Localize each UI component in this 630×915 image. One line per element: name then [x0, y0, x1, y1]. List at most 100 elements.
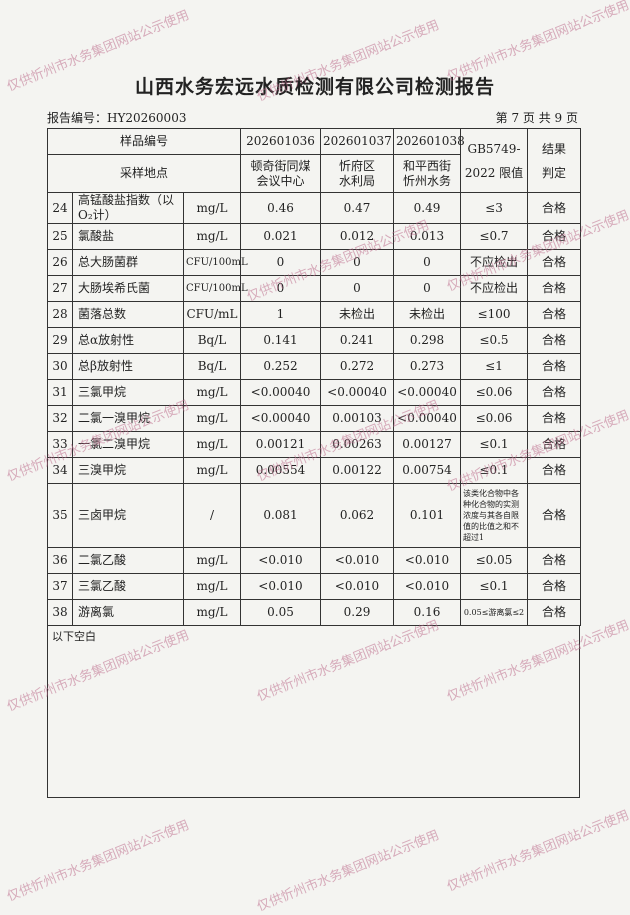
table-cell: <0.010 — [240, 573, 321, 600]
footer-box: 以下空白 — [47, 626, 580, 798]
header-cell: 结果判定 — [527, 128, 581, 193]
table-cell: 0.021 — [240, 223, 321, 250]
table-cell: 0.00754 — [393, 457, 461, 484]
table-cell: 25 — [47, 223, 73, 250]
table-cell: 0.013 — [393, 223, 461, 250]
table-cell: 二氯一溴甲烷 — [72, 405, 184, 432]
table-cell: 0.101 — [393, 483, 461, 548]
table-cell: <0.010 — [393, 547, 461, 574]
data-row: 27 大肠埃希氏菌 CFU/100mL 0 0 0 不应检出 合格 — [47, 275, 581, 302]
table-cell: 0 — [320, 275, 394, 302]
table-cell: Bq/L — [183, 327, 241, 354]
table-cell: Bq/L — [183, 353, 241, 380]
table-cell: 0 — [393, 275, 461, 302]
header-cell: 202601036 — [240, 128, 321, 155]
table-cell: 合格 — [527, 327, 581, 354]
watermark: 仅供忻州市水务集团网站公示使用 — [445, 807, 630, 895]
table-cell: 一氯二溴甲烷 — [72, 431, 184, 458]
table-cell: 合格 — [527, 457, 581, 484]
table-cell: 28 — [47, 301, 73, 328]
table-cell: 三氯甲烷 — [72, 379, 184, 406]
table-cell: ≤100 — [460, 301, 528, 328]
table-cell: 0.081 — [240, 483, 321, 548]
table-cell: 29 — [47, 327, 73, 354]
header-cell: 顿奇街同煤会议中心 — [240, 154, 321, 193]
header-cell: 样品编号 — [47, 128, 241, 155]
table-cell: ≤0.06 — [460, 405, 528, 432]
table-cell: ≤1 — [460, 353, 528, 380]
table-cell: 氯酸盐 — [72, 223, 184, 250]
table-cell: 0.49 — [393, 192, 461, 224]
table-cell: 0.05≤游离氯≤2 — [460, 599, 528, 626]
table-cell: mg/L — [183, 192, 241, 224]
table-cell: 24 — [47, 192, 73, 224]
table-cell: 0.00127 — [393, 431, 461, 458]
header-cell: 和平西街忻州水务 — [393, 154, 461, 193]
table-cell: 0.241 — [320, 327, 394, 354]
report-title: 山西水务宏远水质检测有限公司检测报告 — [134, 76, 495, 98]
data-row: 26 总大肠菌群 CFU/100mL 0 0 0 不应检出 合格 — [47, 249, 581, 276]
table-cell: 合格 — [527, 275, 581, 302]
table-cell: 合格 — [527, 353, 581, 380]
table-cell: 0.00121 — [240, 431, 321, 458]
table-cell: 菌落总数 — [72, 301, 184, 328]
table-cell: ≤0.7 — [460, 223, 528, 250]
page: {"header":{"title":"山西水务宏远水质检测有限公司检测报告",… — [5, 0, 630, 915]
table-cell: ≤0.06 — [460, 379, 528, 406]
table-cell: 合格 — [527, 599, 581, 626]
data-row: 38 游离氯 mg/L 0.05 0.29 0.16 0.05≤游离氯≤2 合格 — [47, 599, 581, 626]
table-cell: mg/L — [183, 379, 241, 406]
table-cell: 合格 — [527, 379, 581, 406]
footer-note: 以下空白 — [52, 630, 96, 643]
table-cell: CFU/100mL — [183, 275, 248, 302]
table-cell: 0.16 — [393, 599, 461, 626]
table-cell: mg/L — [183, 573, 241, 600]
table-cell: 大肠埃希氏菌 — [72, 275, 184, 302]
table-cell: 合格 — [527, 405, 581, 432]
table-cell: ≤0.1 — [460, 431, 528, 458]
table-cell: 不应检出 — [460, 249, 528, 276]
table-cell: 合格 — [527, 547, 581, 574]
table-cell: 合格 — [527, 223, 581, 250]
table-cell: 37 — [47, 573, 73, 600]
data-row: 33 一氯二溴甲烷 mg/L 0.00121 0.00263 0.00127 ≤0.1 合格 — [47, 431, 581, 458]
table-cell: 三溴甲烷 — [72, 457, 184, 484]
report-number: 报告编号：HY20260003 — [47, 111, 187, 125]
table-cell: <0.00040 — [240, 405, 321, 432]
table-cell: 未检出 — [320, 301, 394, 328]
table-cell: 30 — [47, 353, 73, 380]
table-cell: mg/L — [183, 547, 241, 574]
results-table: 样品编号 202601036 202601037 202601038 GB574… — [47, 128, 581, 626]
table-cell: 合格 — [527, 483, 581, 548]
table-cell: <0.00040 — [393, 405, 461, 432]
header-cell: 采样地点 — [47, 154, 241, 193]
table-cell: 34 — [47, 457, 73, 484]
page-number: 第 7 页 共 9 页 — [495, 111, 578, 125]
table-cell: <0.010 — [240, 547, 321, 574]
table-cell: ≤0.5 — [460, 327, 528, 354]
table-cell: mg/L — [183, 457, 241, 484]
table-cell: 三氯乙酸 — [72, 573, 184, 600]
table-cell: 0 — [240, 249, 321, 276]
table-cell: 0.00122 — [320, 457, 394, 484]
table-cell: <0.00040 — [240, 379, 321, 406]
table-cell: 0.00263 — [320, 431, 394, 458]
header-row: 采样地点 顿奇街同煤会议中心 忻府区水利局 和平西街忻州水务 — [47, 154, 581, 193]
table-cell: 35 — [47, 483, 73, 548]
table-cell: 总β放射性 — [72, 353, 184, 380]
table-cell: 总大肠菌群 — [72, 249, 184, 276]
table-cell: 0 — [320, 249, 394, 276]
table-cell: / — [183, 483, 241, 548]
table-cell: 0.00103 — [320, 405, 394, 432]
data-row: 36 二氯乙酸 mg/L <0.010 <0.010 <0.010 ≤0.05 合格 — [47, 547, 581, 574]
data-row: 35 三卤甲烷/0.081 0.062 0.101 该类化合物中各种化合物的实测浓度与其… — [47, 483, 581, 548]
table-cell: 32 — [47, 405, 73, 432]
watermark: 仅供忻州市水务集团网站公示使用 — [5, 817, 192, 905]
watermark: 仅供忻州市水务集团网站公示使用 — [255, 827, 442, 915]
table-cell: 0.252 — [240, 353, 321, 380]
table-cell: 33 — [47, 431, 73, 458]
table-cell: 38 — [47, 599, 73, 626]
table-cell: ≤3 — [460, 192, 528, 224]
table-cell: 0.012 — [320, 223, 394, 250]
header-cell: 202601037 — [320, 128, 394, 155]
